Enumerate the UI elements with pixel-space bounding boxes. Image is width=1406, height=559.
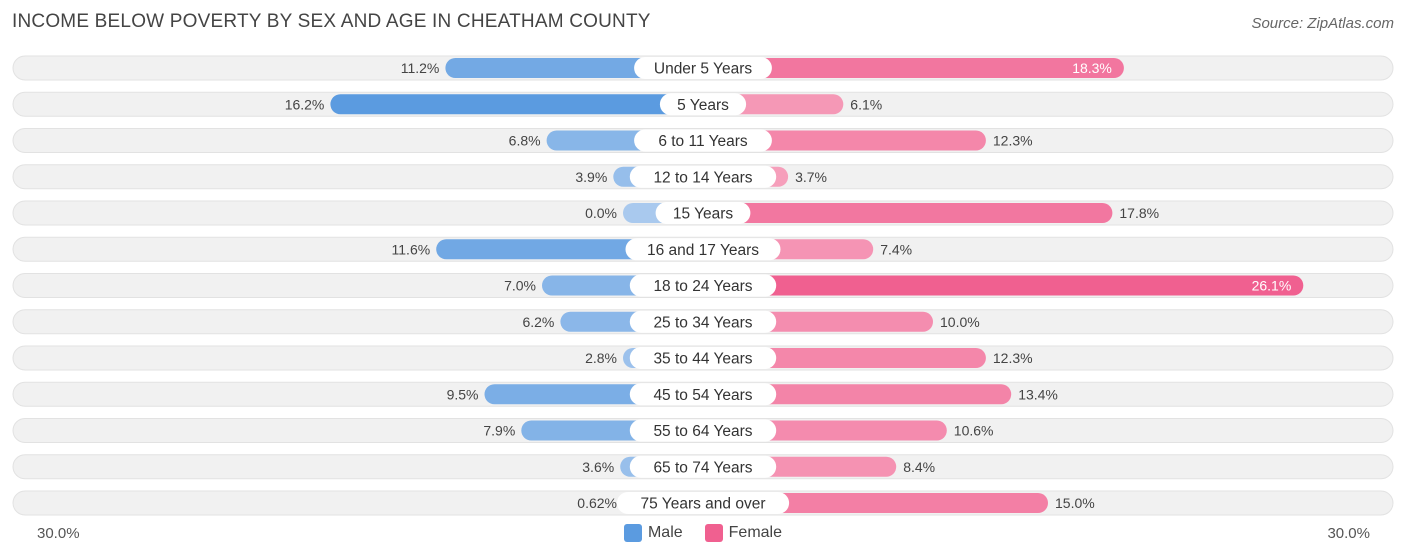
female-bar <box>703 130 986 151</box>
category-pill <box>629 383 777 406</box>
source-note: Source: ZipAtlas.com <box>1251 15 1394 32</box>
male-value-label: 6.2% <box>522 314 554 330</box>
category-label: Under 5 Years <box>654 61 752 78</box>
male-value-label: 0.0% <box>585 205 617 221</box>
male-value-label: 9.5% <box>447 386 479 402</box>
category-label: 12 to 14 Years <box>653 169 752 186</box>
female-value-label: 17.8% <box>1119 205 1159 221</box>
category-label: 65 to 74 Years <box>653 459 752 476</box>
female-bar <box>703 275 1304 296</box>
female-value-label: 15.0% <box>1055 495 1095 511</box>
male-bar <box>330 94 703 115</box>
category-label: 16 and 17 Years <box>647 242 759 259</box>
female-swatch <box>704 524 723 542</box>
category-label: 15 Years <box>673 206 734 223</box>
category-pill <box>634 129 772 152</box>
category-label: 45 to 54 Years <box>653 387 752 404</box>
female-value-label: 13.4% <box>1018 386 1058 402</box>
female-value-label: 18.3% <box>1072 60 1112 76</box>
category-pill <box>634 57 772 79</box>
category-pill <box>629 165 777 188</box>
category-label: 35 to 44 Years <box>653 351 752 368</box>
male-value-label: 2.8% <box>585 350 617 366</box>
category-label: 25 to 34 Years <box>653 314 752 331</box>
category-label: 55 to 64 Years <box>653 423 752 440</box>
female-bar <box>703 58 1124 78</box>
category-pill <box>629 347 777 369</box>
category-pill <box>659 93 747 116</box>
female-value-label: 10.6% <box>954 423 994 439</box>
male-value-label: 7.0% <box>504 278 536 294</box>
legend-male-label: Male <box>647 524 683 541</box>
category-pill <box>625 238 781 261</box>
chart-title: INCOME BELOW POVERTY BY SEX AND AGE IN C… <box>12 11 651 32</box>
male-swatch <box>623 524 642 542</box>
male-value-label: 0.62% <box>577 495 617 511</box>
male-value-label: 11.2% <box>401 60 440 76</box>
category-label: 18 to 24 Years <box>653 278 752 295</box>
female-value-label: 12.3% <box>993 133 1033 149</box>
axis-left-label: 30.0% <box>37 525 80 542</box>
category-label: 5 Years <box>677 97 729 114</box>
female-bar <box>703 203 1113 223</box>
category-pill <box>655 202 751 224</box>
male-value-label: 11.6% <box>392 241 431 257</box>
category-pill <box>616 492 790 514</box>
female-bar <box>703 384 1012 405</box>
male-value-label: 3.6% <box>582 459 614 475</box>
female-value-label: 26.1% <box>1252 278 1292 294</box>
male-value-label: 3.9% <box>575 169 607 185</box>
female-value-label: 7.4% <box>880 241 912 257</box>
female-value-label: 12.3% <box>993 350 1033 366</box>
axis-right-label: 30.0% <box>1327 525 1370 542</box>
female-value-label: 8.4% <box>903 459 935 475</box>
female-value-label: 3.7% <box>795 169 827 185</box>
female-bar <box>703 493 1048 513</box>
legend: Male Female <box>0 524 1406 542</box>
male-value-label: 7.9% <box>483 423 515 439</box>
category-pill <box>629 419 777 442</box>
female-value-label: 6.1% <box>850 96 882 112</box>
category-pill <box>629 455 777 478</box>
category-pill <box>629 310 777 333</box>
legend-item-male: Male <box>623 524 683 542</box>
category-pill <box>629 274 777 297</box>
legend-item-female: Female <box>704 524 783 542</box>
male-value-label: 6.8% <box>509 133 541 149</box>
category-label: 6 to 11 Years <box>658 133 748 150</box>
poverty-chart: 11.2% 18.3% Under 5 Years 16.2% 6.1% 5 Years 6… <box>12 55 1394 516</box>
legend-female-label: Female <box>728 524 783 541</box>
male-value-label: 16.2% <box>285 96 325 112</box>
category-label: 75 Years and over <box>641 496 766 513</box>
female-value-label: 10.0% <box>940 314 980 330</box>
